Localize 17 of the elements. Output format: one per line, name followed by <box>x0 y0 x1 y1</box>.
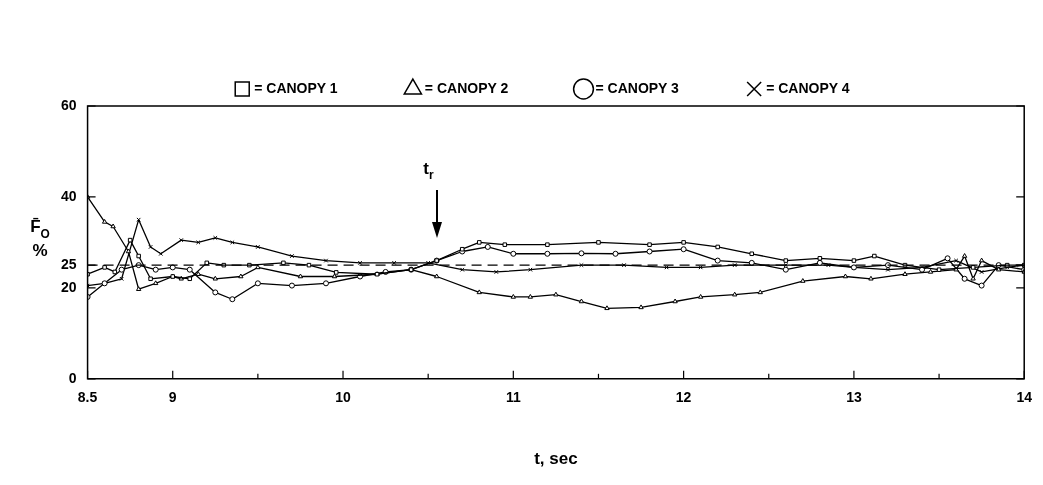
legend-label: = CANOPY 1 <box>254 79 338 96</box>
x-tick-label: 12 <box>675 389 692 406</box>
x-tick-label: 8.5 <box>77 389 98 406</box>
legend-label: = CANOPY 2 <box>424 79 509 96</box>
legend-label: = CANOPY 3 <box>595 79 680 96</box>
x-tick-label: 14 <box>1016 389 1033 406</box>
x-tick-label: 10 <box>335 389 352 406</box>
y-tick-label: 0 <box>68 369 77 386</box>
y-tick-label: 60 <box>60 96 77 113</box>
y-tick-label: 20 <box>60 278 77 295</box>
y-tick-label: 40 <box>60 187 77 204</box>
x-tick-label: 9 <box>168 389 177 406</box>
x-tick-label: 11 <box>505 389 521 406</box>
x-tick-label: 13 <box>846 389 862 406</box>
legend-label: = CANOPY 4 <box>766 79 850 96</box>
x-axis-title: t, sec <box>534 449 578 469</box>
y-tick-label: 25 <box>60 255 77 272</box>
